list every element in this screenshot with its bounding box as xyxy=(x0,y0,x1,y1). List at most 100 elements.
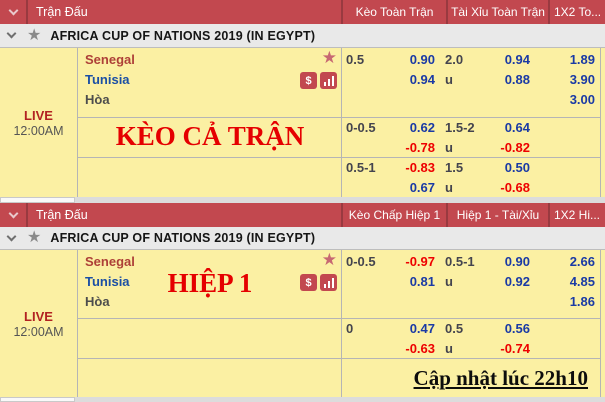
league-star-icon[interactable]: ★ xyxy=(27,26,42,44)
update-timestamp: Cập nhật lúc 22h10 xyxy=(413,365,588,390)
handicap-odds[interactable]: -0.83 xyxy=(405,160,435,175)
odds-line: 0.5 0.90 2.0 0.94 1.89 xyxy=(342,50,600,70)
handicap-odds[interactable]: 0.67 xyxy=(409,180,435,195)
ou-odds[interactable]: 0.64 xyxy=(504,120,530,135)
odds-line: 0.5-1 -0.83 1.5 0.50 xyxy=(342,158,600,178)
handicap-odds[interactable]: 0.90 xyxy=(409,52,435,67)
column-header-match: Trận Đấu xyxy=(36,5,88,19)
scrollbar-thumb[interactable] xyxy=(0,397,75,402)
ou-odds[interactable]: -0.68 xyxy=(500,180,530,195)
home-team[interactable]: Senegal xyxy=(85,254,135,269)
stats-icon[interactable] xyxy=(320,72,337,89)
odds-line: 0.94 u 0.88 3.90 xyxy=(342,70,600,90)
odds-cell: 0 0.47 0.5 0.56 -0.63 u -0.74 xyxy=(342,319,600,358)
horizontal-scrollbar xyxy=(0,397,605,402)
money-icon[interactable]: $ xyxy=(300,274,317,291)
collapse-league-button[interactable] xyxy=(6,28,17,39)
column-header-handicap: Kèo Toàn Trận xyxy=(341,0,446,24)
away-team[interactable]: Tunisia xyxy=(85,274,130,289)
stats-icon[interactable] xyxy=(320,274,337,291)
odds-line: 1.86 xyxy=(342,292,600,312)
handicap-value: 0-0.5 xyxy=(346,254,376,269)
league-star-icon[interactable]: ★ xyxy=(27,229,42,246)
handicap-value: 0.5 xyxy=(346,52,365,67)
odds-line: 0 0.47 0.5 0.56 xyxy=(342,319,600,339)
ou-odds[interactable]: 0.92 xyxy=(504,274,530,289)
chevron-down-icon xyxy=(8,208,18,218)
chevron-down-icon xyxy=(6,28,17,39)
odds-cell: 0-0.5 -0.97 0.5-1 0.90 2.66 0.81 u 0.92 4.8… xyxy=(342,250,600,318)
ou-odds[interactable]: -0.74 xyxy=(500,341,530,356)
ou-line: 1.5 xyxy=(445,160,464,175)
ou-odds[interactable]: 0.50 xyxy=(504,160,530,175)
match-time-cell: LIVE 12:00AM xyxy=(0,250,78,397)
odds-line: 0-0.5 0.62 1.5-2 0.64 xyxy=(342,118,600,138)
ou-line: 1.5-2 xyxy=(445,120,475,135)
favorite-star-icon[interactable]: ★ xyxy=(321,250,337,269)
odds-content: LIVE 12:00AM Senegal Tunisia Hòa ★ $ xyxy=(0,250,605,397)
handicap-odds[interactable]: 0.62 xyxy=(409,120,435,135)
teams-cell-empty xyxy=(78,359,342,397)
clipped-column xyxy=(600,48,605,197)
scrollbar-thumb[interactable] xyxy=(0,197,75,203)
draw-label[interactable]: Hòa xyxy=(85,92,110,107)
match-time-cell: LIVE 12:00AM xyxy=(0,48,78,197)
handicap-value: 0-0.5 xyxy=(346,120,376,135)
handicap-odds[interactable]: 0.94 xyxy=(409,72,435,87)
collapse-all-button[interactable] xyxy=(0,0,28,24)
x12-odds[interactable]: 1.86 xyxy=(569,294,595,309)
draw-label[interactable]: Hòa xyxy=(85,294,110,309)
handicap-odds[interactable]: 0.81 xyxy=(409,274,435,289)
ou-line: 0.5-1 xyxy=(445,254,475,269)
ou-odds[interactable]: 0.90 xyxy=(504,254,530,269)
ou-odds[interactable]: 0.94 xyxy=(504,52,530,67)
ou-odds[interactable]: -0.82 xyxy=(500,140,530,155)
handicap-odds[interactable]: -0.63 xyxy=(405,341,435,356)
handicap-odds[interactable]: -0.97 xyxy=(405,254,435,269)
odds-group-main: Senegal Tunisia Hòa ★ $ 0-0.5 -0.97 0.5-1… xyxy=(78,250,600,318)
collapse-all-button[interactable] xyxy=(0,203,28,227)
odds-line: 0-0.5 -0.97 0.5-1 0.90 2.66 xyxy=(342,252,600,272)
chevron-down-icon xyxy=(6,231,17,241)
odds-line: 0.81 u 0.92 4.85 xyxy=(342,272,600,292)
teams-cell-empty xyxy=(78,158,342,197)
ou-line: 2.0 xyxy=(445,52,464,67)
league-name: AFRICA CUP OF NATIONS 2019 (IN EGYPT) xyxy=(50,28,316,43)
bar-chart-glyph xyxy=(323,278,334,288)
money-icon[interactable]: $ xyxy=(300,72,317,89)
teams-cell: Senegal Tunisia Hòa ★ $ xyxy=(78,48,342,117)
odds-rows: Senegal Tunisia Hòa ★ $ 0-0.5 -0.97 0.5-1… xyxy=(78,250,600,397)
odds-line: 3.00 xyxy=(342,90,600,110)
collapse-league-button[interactable] xyxy=(6,231,17,241)
ou-odds[interactable]: 0.88 xyxy=(504,72,530,87)
ou-line: u xyxy=(445,341,453,356)
table-header: Trận Đấu Kèo Chấp Hiệp 1 Hiệp 1 - Tài/Xỉ… xyxy=(0,203,605,227)
x12-odds[interactable]: 4.85 xyxy=(569,274,595,289)
odds-group-alt: 0-0.5 0.62 1.5-2 0.64 -0.78 u -0.82 xyxy=(78,117,600,157)
live-badge: LIVE xyxy=(24,308,53,324)
odds-cell: 0-0.5 0.62 1.5-2 0.64 -0.78 u -0.82 xyxy=(342,118,600,157)
x12-odds[interactable]: 3.00 xyxy=(569,92,595,107)
update-cell: Cập nhật lúc 22h10 xyxy=(342,359,600,397)
odds-rows: Senegal Tunisia Hòa ★ $ 0.5 0.90 2.0 0.94 … xyxy=(78,48,600,197)
home-team[interactable]: Senegal xyxy=(85,52,135,67)
column-header-overunder: Tài Xỉu Toàn Trận xyxy=(446,0,548,24)
ou-line: u xyxy=(445,72,453,87)
column-header-handicap: Kèo Chấp Hiệp 1 xyxy=(341,203,446,227)
teams-cell-empty xyxy=(78,319,342,358)
handicap-odds[interactable]: -0.78 xyxy=(405,140,435,155)
column-header-1x2: 1X2 To... xyxy=(548,0,605,24)
x12-odds[interactable]: 1.89 xyxy=(569,52,595,67)
ou-line: u xyxy=(445,180,453,195)
odds-group-main: Senegal Tunisia Hòa ★ $ 0.5 0.90 2.0 0.94 … xyxy=(78,48,600,117)
away-team[interactable]: Tunisia xyxy=(85,72,130,87)
league-row: ★ AFRICA CUP OF NATIONS 2019 (IN EGYPT) xyxy=(0,227,605,250)
x12-odds[interactable]: 2.66 xyxy=(569,254,595,269)
handicap-odds[interactable]: 0.47 xyxy=(409,321,435,336)
favorite-star-icon[interactable]: ★ xyxy=(321,48,337,67)
clipped-column xyxy=(600,250,605,397)
x12-odds[interactable]: 3.90 xyxy=(569,72,595,87)
odds-line: 0.67 u -0.68 xyxy=(342,178,600,198)
ou-odds[interactable]: 0.56 xyxy=(504,321,530,336)
